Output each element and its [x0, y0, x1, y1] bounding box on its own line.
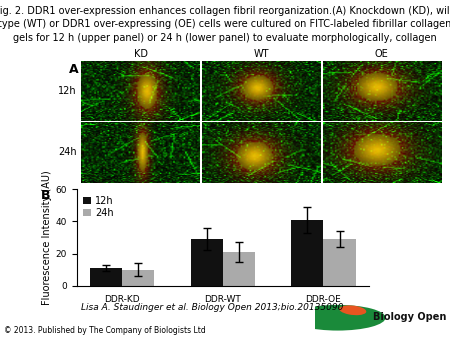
Bar	[223, 252, 255, 286]
Text: © 2013. Published by The Company of Biologists Ltd: © 2013. Published by The Company of Biol…	[4, 325, 206, 335]
Text: WT: WT	[253, 49, 269, 59]
Text: OE: OE	[374, 49, 388, 59]
Text: KD: KD	[134, 49, 148, 59]
Circle shape	[290, 305, 386, 331]
Bar	[90, 268, 122, 286]
Text: Biology Open: Biology Open	[373, 312, 446, 322]
Text: B: B	[40, 189, 50, 202]
Y-axis label: Fluorescence Intensity (AU): Fluorescence Intensity (AU)	[42, 170, 53, 305]
Text: 24h: 24h	[58, 147, 76, 157]
Bar	[190, 239, 223, 286]
Text: A: A	[69, 63, 79, 75]
Legend: 12h, 24h: 12h, 24h	[81, 194, 116, 220]
Ellipse shape	[339, 305, 366, 315]
Bar	[291, 220, 324, 286]
Bar	[324, 239, 356, 286]
Text: Lisa A. Staudinger et al. Biology Open 2013;bio.20135090: Lisa A. Staudinger et al. Biology Open 2…	[81, 303, 343, 312]
Text: 12h: 12h	[58, 86, 76, 96]
Text: Fig. 2. DDR1 over-expression enhances collagen fibril reorganization.(A) Knockdo: Fig. 2. DDR1 over-expression enhances co…	[0, 6, 450, 43]
Bar	[122, 270, 154, 286]
